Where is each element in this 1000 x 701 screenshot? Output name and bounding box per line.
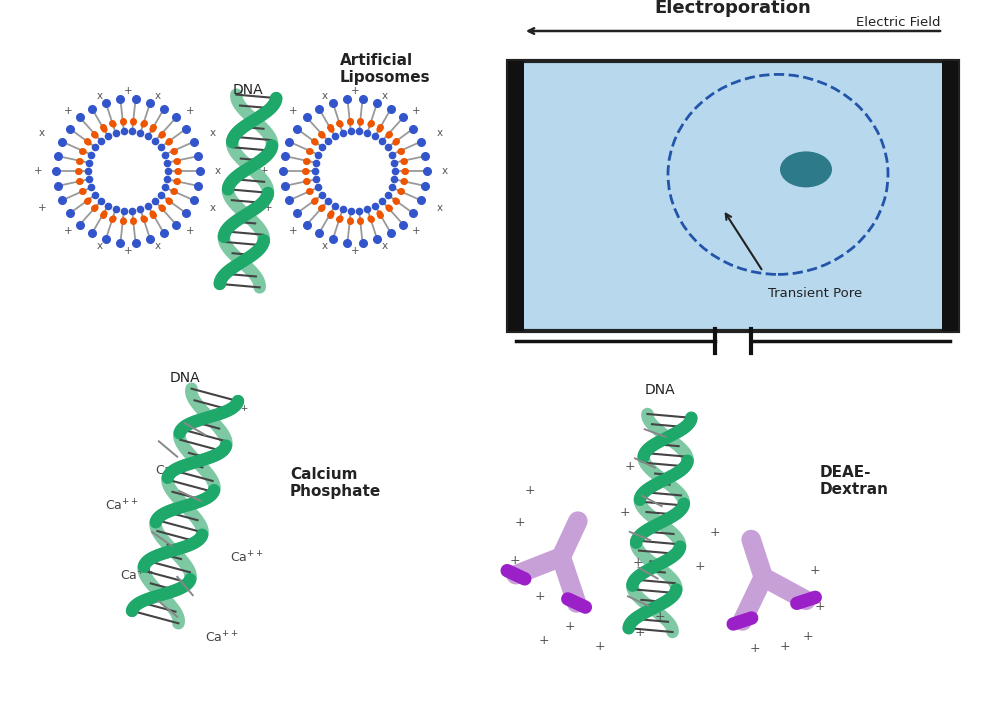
Text: +: + [351,246,359,256]
Text: x: x [322,241,328,251]
Text: +: + [525,484,535,498]
Bar [942,61,958,331]
Text: Ca$^{++}$: Ca$^{++}$ [205,630,239,646]
Text: x: x [265,128,271,138]
Text: +: + [186,226,194,236]
Text: +: + [620,507,630,519]
Text: +: + [264,203,272,213]
Text: +: + [625,459,635,472]
Text: +: + [38,203,46,213]
Text: DEAE-
Dextran: DEAE- Dextran [820,465,889,497]
Text: x: x [382,241,388,251]
Text: +: + [803,629,813,643]
Text: x: x [97,241,103,251]
Text: x: x [442,166,448,176]
Text: Ca$^{++}$: Ca$^{++}$ [120,569,154,584]
Text: x: x [382,91,388,101]
Text: Ca$^{++}$: Ca$^{++}$ [215,405,249,421]
Text: DNA: DNA [170,371,200,385]
Text: +: + [815,599,825,613]
Text: +: + [412,226,420,236]
Text: Ca$^{++}$: Ca$^{++}$ [105,498,139,514]
Text: +: + [64,106,72,116]
Text: x: x [39,128,45,138]
Text: +: + [750,643,760,655]
Text: Electric Field: Electric Field [856,16,940,29]
Text: +: + [710,526,720,540]
Text: +: + [535,590,545,602]
Bar [508,61,958,331]
Text: x: x [155,241,161,251]
Text: x: x [155,91,161,101]
Text: Ca$^{++}$: Ca$^{++}$ [155,463,189,479]
Text: x: x [210,128,216,138]
Text: DNA: DNA [233,83,263,97]
Text: Artificial
Liposomes: Artificial Liposomes [340,53,431,86]
Text: +: + [351,86,359,96]
Text: +: + [810,564,820,578]
Text: +: + [289,106,297,116]
Text: x: x [210,203,216,213]
Text: +: + [595,639,605,653]
Text: +: + [655,609,665,622]
Text: +: + [515,517,525,529]
Text: x: x [437,203,443,213]
Text: +: + [695,559,705,573]
Text: +: + [412,106,420,116]
Text: Electroporation: Electroporation [655,0,811,17]
Text: Transient Pore: Transient Pore [768,287,862,300]
Text: +: + [124,246,132,256]
Text: +: + [780,639,790,653]
Ellipse shape [780,151,832,187]
Text: +: + [34,166,42,176]
Text: DNA: DNA [645,383,675,397]
Text: +: + [565,620,575,632]
Text: x: x [215,166,221,176]
Text: x: x [437,128,443,138]
Text: +: + [635,627,645,639]
Text: Calcium
Phosphate: Calcium Phosphate [290,467,381,499]
Text: Ca$^{++}$: Ca$^{++}$ [230,550,264,566]
Bar [508,61,524,331]
Text: +: + [124,86,132,96]
Text: +: + [289,226,297,236]
Text: x: x [322,91,328,101]
Text: x: x [97,91,103,101]
Text: +: + [186,106,194,116]
Text: +: + [260,166,268,176]
Text: +: + [633,557,643,569]
Text: +: + [64,226,72,236]
Text: +: + [539,634,549,648]
Text: +: + [510,554,520,568]
